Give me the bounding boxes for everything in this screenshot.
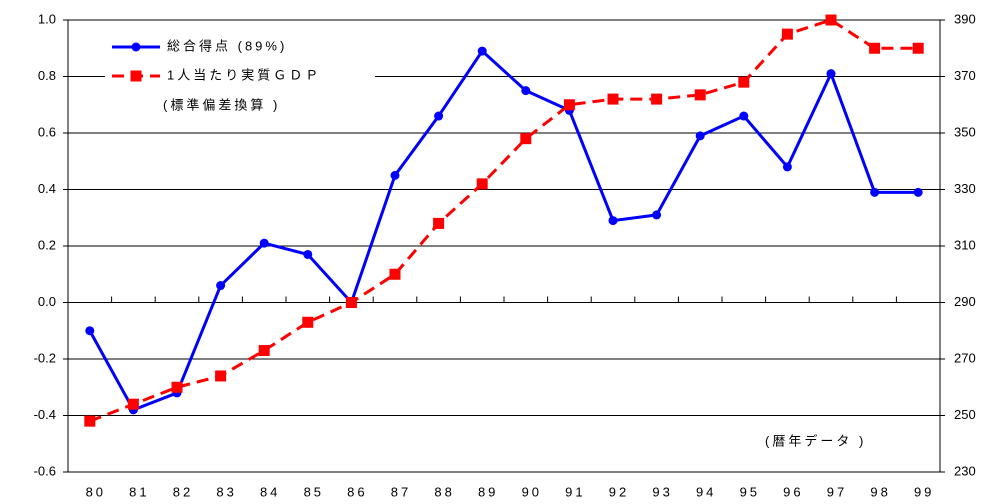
legend-label: 1人当たり実質ＧＤＰ — [167, 67, 321, 82]
series-line — [88, 48, 919, 412]
y-tick-label: 0.8 — [38, 68, 56, 83]
x-tick-label: 88 — [434, 484, 454, 499]
marker — [912, 42, 924, 54]
marker — [258, 345, 270, 357]
y2-tick-label: 370 — [954, 68, 976, 83]
annotation: (標準偏差換算 ) — [163, 97, 280, 112]
marker — [608, 216, 618, 226]
y-tick-label: -0.2 — [34, 350, 56, 365]
x-tick-label: 83 — [216, 484, 236, 499]
marker — [739, 111, 749, 121]
x-tick-label: 90 — [522, 484, 542, 499]
y2-tick-label: 330 — [954, 181, 976, 196]
marker — [781, 28, 793, 40]
marker — [869, 42, 881, 54]
y-tick-label: -0.6 — [34, 463, 56, 478]
series-line — [89, 18, 919, 423]
marker — [259, 238, 269, 248]
marker — [84, 415, 96, 427]
y-tick-label: 0.2 — [38, 237, 56, 252]
x-tick-label: 84 — [260, 484, 280, 499]
legend-marker — [131, 42, 141, 52]
x-tick-label: 81 — [129, 484, 149, 499]
y2-tick-label: 390 — [954, 11, 976, 26]
marker — [215, 370, 227, 382]
marker — [303, 249, 313, 259]
annotation: (暦年データ ) — [765, 433, 866, 448]
marker — [652, 210, 662, 220]
marker — [171, 381, 183, 393]
y2-tick-label: 230 — [954, 463, 976, 478]
x-tick-label: 95 — [740, 484, 760, 499]
y2-tick-label: 350 — [954, 124, 976, 139]
marker — [85, 326, 95, 336]
marker — [390, 170, 400, 180]
y-tick-label: 0.0 — [38, 294, 56, 309]
marker — [520, 133, 532, 145]
x-tick-label: 93 — [652, 484, 672, 499]
y-tick-label: 1.0 — [38, 11, 56, 26]
marker — [477, 46, 487, 56]
marker — [389, 268, 401, 280]
x-tick-label: 87 — [391, 484, 411, 499]
marker — [434, 111, 444, 121]
x-tick-label: 80 — [86, 484, 106, 499]
marker — [216, 281, 226, 291]
y2-tick-label: 250 — [954, 407, 976, 422]
marker — [302, 316, 314, 328]
marker — [345, 297, 357, 308]
marker — [127, 398, 139, 410]
marker — [782, 162, 792, 172]
marker — [694, 89, 706, 101]
marker — [826, 69, 836, 79]
marker — [563, 99, 575, 111]
marker — [433, 217, 445, 229]
plot-frame — [67, 19, 941, 473]
x-tick-label: 91 — [565, 484, 585, 499]
y-tick-label: 0.4 — [38, 181, 56, 196]
x-tick-label: 86 — [347, 484, 367, 499]
legend-marker — [130, 70, 142, 82]
legend-label: 総合得点 (89%) — [167, 38, 287, 53]
marker — [476, 178, 488, 190]
x-tick-label: 97 — [827, 484, 847, 499]
marker — [870, 187, 880, 197]
x-tick-label: 82 — [173, 484, 193, 499]
y-tick-label: -0.4 — [34, 407, 56, 422]
y-tick-label: 0.6 — [38, 124, 56, 139]
x-tick-label: 92 — [609, 484, 629, 499]
marker — [738, 76, 750, 88]
y2-tick-label: 290 — [954, 294, 976, 309]
x-tick-label: 89 — [478, 484, 498, 499]
x-tick-label: 94 — [696, 484, 716, 499]
x-tick-label: 99 — [914, 484, 934, 499]
marker — [695, 131, 705, 141]
marker — [607, 93, 619, 105]
marker — [825, 14, 837, 26]
marker — [913, 187, 923, 197]
marker — [521, 86, 531, 96]
marker — [651, 93, 663, 105]
y2-tick-label: 310 — [954, 237, 976, 252]
y2-tick-label: 270 — [954, 350, 976, 365]
x-tick-label: 98 — [870, 484, 890, 499]
x-tick-label: 85 — [304, 484, 324, 499]
x-tick-label: 96 — [783, 484, 803, 499]
